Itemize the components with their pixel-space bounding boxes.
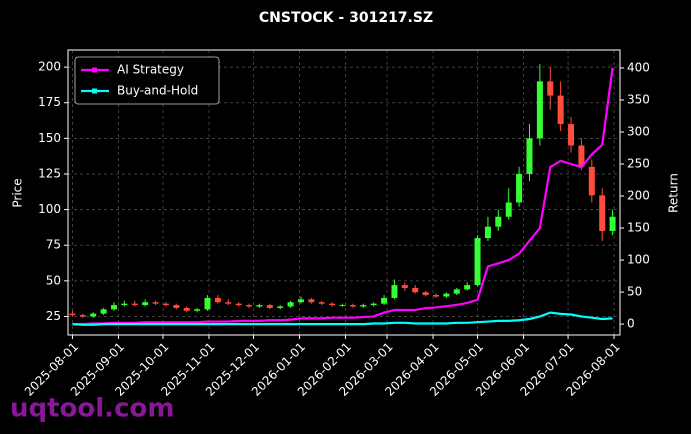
candle-body bbox=[526, 138, 533, 174]
chart-title: CNSTOCK - 301217.SZ bbox=[259, 10, 433, 26]
candle-body bbox=[464, 285, 471, 290]
candle-body bbox=[339, 305, 346, 307]
y-tick-label: 175 bbox=[38, 95, 61, 109]
y2-tick-label: 100 bbox=[627, 253, 650, 267]
y2-tick-label: 250 bbox=[627, 157, 650, 171]
candle-body bbox=[162, 303, 169, 306]
plot-frame bbox=[67, 49, 621, 336]
candle-body bbox=[225, 302, 232, 304]
candle-body bbox=[204, 297, 211, 310]
candle-body bbox=[391, 285, 398, 298]
candle-body bbox=[318, 302, 325, 304]
candle-body bbox=[568, 124, 575, 146]
legend-label: AI Strategy bbox=[117, 63, 184, 77]
candle-body bbox=[90, 313, 97, 317]
y-tick-label: 25 bbox=[46, 309, 61, 323]
y-tick-label: 125 bbox=[38, 166, 61, 180]
y-tick-label: 75 bbox=[46, 238, 61, 252]
candle-body bbox=[401, 285, 408, 288]
candle-body bbox=[131, 303, 138, 306]
candle-body bbox=[505, 202, 512, 217]
y-tick-label: 200 bbox=[38, 60, 61, 74]
candle-body bbox=[266, 305, 273, 308]
candle-body bbox=[547, 81, 554, 96]
candle-body bbox=[381, 297, 388, 304]
y2-axis-label: Return bbox=[667, 173, 681, 213]
candle-body bbox=[474, 238, 481, 286]
series-line bbox=[72, 67, 614, 326]
candle-body bbox=[79, 315, 86, 317]
y2-tick-label: 350 bbox=[627, 92, 650, 106]
candle-body bbox=[557, 95, 564, 125]
y2-tick-label: 400 bbox=[627, 60, 650, 74]
candle-body bbox=[100, 309, 107, 314]
y2-tick-label: 50 bbox=[627, 285, 642, 299]
candle-body bbox=[609, 216, 616, 231]
y2-tick-label: 300 bbox=[627, 124, 650, 138]
candle-body bbox=[183, 307, 190, 311]
candle-body bbox=[599, 195, 606, 231]
candle-body bbox=[578, 145, 585, 167]
candle-body bbox=[484, 226, 491, 239]
candle-body bbox=[246, 305, 253, 307]
candle-body bbox=[297, 299, 304, 303]
candle-body bbox=[360, 305, 367, 307]
candle-body bbox=[536, 81, 543, 139]
legend-marker bbox=[92, 88, 97, 94]
candle-body bbox=[495, 216, 502, 227]
candle-body bbox=[152, 302, 159, 304]
y2-tick-label: 150 bbox=[627, 221, 650, 235]
candle-body bbox=[453, 289, 460, 294]
candle-body bbox=[329, 303, 336, 306]
candle-body bbox=[235, 303, 242, 306]
candle-body bbox=[308, 299, 315, 303]
y-tick-label: 50 bbox=[46, 273, 61, 287]
candle-body bbox=[69, 313, 76, 316]
candle-body bbox=[121, 303, 128, 306]
candle-body bbox=[412, 287, 419, 293]
candle-body bbox=[214, 297, 221, 303]
candle-body bbox=[370, 303, 377, 306]
legend-box bbox=[74, 56, 220, 105]
candle-body bbox=[422, 292, 429, 296]
y-axis-label: Price bbox=[11, 178, 25, 207]
candle-body bbox=[111, 305, 117, 310]
candle-body bbox=[516, 173, 523, 203]
candle-body bbox=[194, 309, 201, 311]
watermark: uqtool.com bbox=[10, 394, 174, 424]
legend-marker bbox=[92, 67, 97, 73]
y2-tick-label: 200 bbox=[627, 189, 650, 203]
candle-body bbox=[277, 306, 284, 308]
y2-tick-label: 0 bbox=[627, 317, 635, 331]
candle-body bbox=[433, 295, 439, 297]
candle-body bbox=[349, 305, 356, 307]
candle-body bbox=[588, 166, 595, 196]
candle-body bbox=[443, 293, 450, 297]
series-line bbox=[72, 311, 613, 326]
candle-body bbox=[256, 305, 263, 307]
candle-body bbox=[287, 302, 294, 307]
candle-body bbox=[142, 302, 149, 306]
legend-label: Buy-and-Hold bbox=[117, 84, 198, 98]
candle-body bbox=[173, 305, 180, 308]
y-tick-label: 150 bbox=[38, 131, 61, 145]
y-tick-label: 100 bbox=[38, 202, 61, 216]
legend: AI Strategy Buy-and-Hold bbox=[74, 56, 220, 105]
